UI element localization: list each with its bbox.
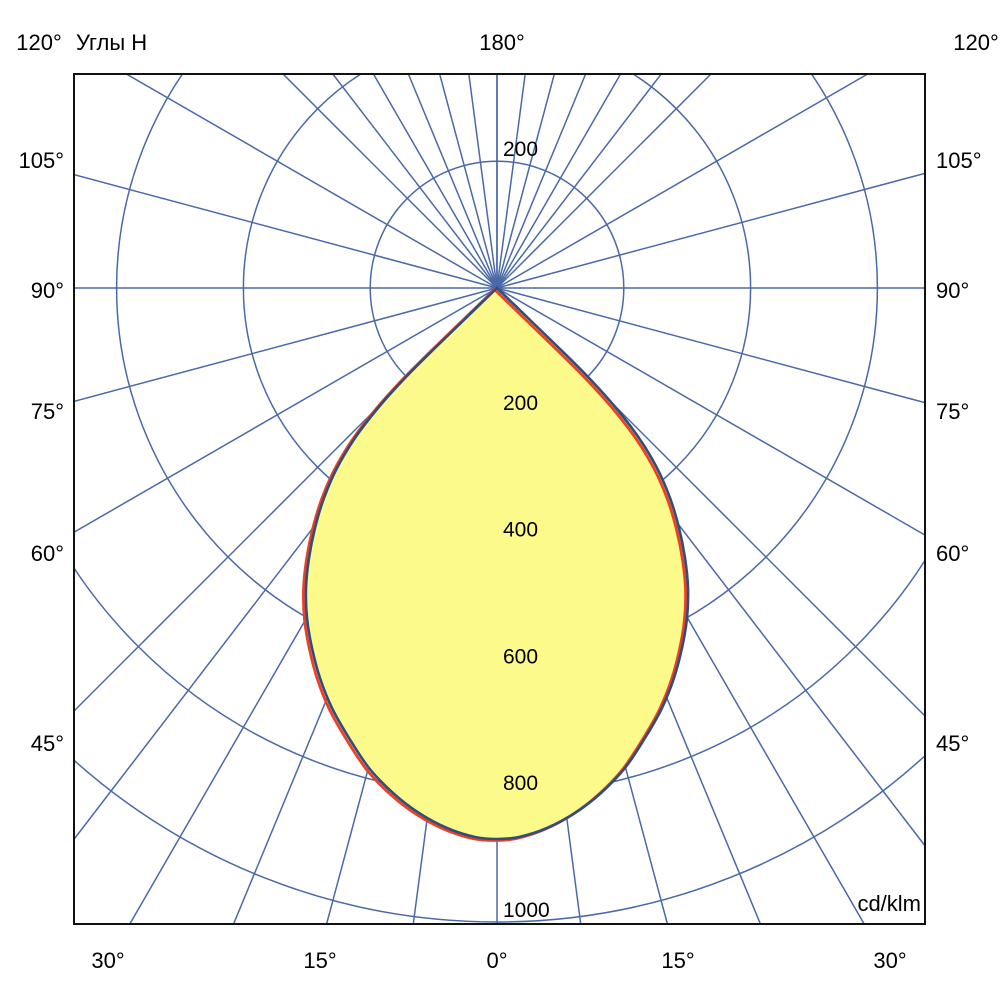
- radial-tick-1000: 1000: [503, 899, 550, 922]
- left-angle-label-105°: 105°: [18, 148, 64, 173]
- radial-tick-800: 800: [503, 772, 538, 795]
- right-angle-label-75°: 75°: [936, 399, 969, 424]
- curve-c0-c180: [301, 287, 688, 842]
- grid-ray-172.5: [496, 74, 526, 289]
- beam-shape: [301, 286, 690, 842]
- grid-ray-165: [496, 74, 556, 289]
- grid-ray--75: [74, 287, 498, 403]
- radial-tick-200: 200: [503, 392, 538, 415]
- unit-label: cd/klm: [857, 891, 921, 916]
- bottom-angle-label-30°: 30°: [873, 948, 906, 973]
- grid-ray--172.5: [468, 74, 498, 289]
- plane-label: Углы H: [76, 30, 147, 55]
- right-angle-label-45°: 45°: [936, 731, 969, 756]
- left-angle-label-60°: 60°: [31, 541, 64, 566]
- bottom-angle-label-15°: 15°: [303, 948, 336, 973]
- curve-c90-c270: [304, 286, 690, 841]
- grid-ray-75: [496, 287, 925, 404]
- grid-ray-142.5: [496, 74, 662, 289]
- right-angle-label-60°: 60°: [936, 541, 969, 566]
- left-angle-label-75°: 75°: [31, 399, 64, 424]
- top-center-angle-label: 180°: [479, 30, 525, 55]
- bottom-angle-label-0°: 0°: [486, 948, 507, 973]
- grid-ray-105: [496, 172, 925, 289]
- bottom-angle-label-15°: 15°: [661, 948, 694, 973]
- bottom-angle-label-30°: 30°: [91, 948, 124, 973]
- right-angle-label-105°: 105°: [936, 148, 982, 173]
- grid-ray-157.5: [496, 74, 587, 289]
- grid-ray--120: [125, 74, 498, 289]
- grid-ray--105: [74, 173, 498, 289]
- top-right-angle-label: 120°: [953, 30, 999, 55]
- plot-border: [73, 73, 926, 925]
- grid-ray-135: [496, 74, 712, 289]
- grid-ray--150: [372, 74, 498, 289]
- radial-tick-top-200: 200: [503, 138, 538, 161]
- grid-ray--165: [438, 74, 498, 289]
- grid-ray-150: [496, 74, 622, 289]
- beam-fill: [305, 288, 689, 839]
- left-angle-label-45°: 45°: [31, 731, 64, 756]
- grid-ray-120: [496, 74, 869, 289]
- right-angle-label-90°: 90°: [936, 278, 969, 303]
- grid-ray--60: [74, 287, 498, 533]
- left-angle-label-90°: 90°: [31, 278, 64, 303]
- grid-ray--142.5: [332, 74, 498, 289]
- radial-tick-400: 400: [503, 519, 538, 542]
- generated-labels: 105° 90° 75° 60° 45° 105° 90° 75° 60° 45° 30° 15° 0°…: [18, 138, 981, 973]
- grid-ray-60: [496, 287, 925, 536]
- radial-tick-600: 600: [503, 645, 538, 668]
- top-left-angle-label: 120°: [16, 30, 62, 55]
- grid-ray--135: [282, 74, 498, 289]
- grid-ray--157.5: [407, 74, 498, 289]
